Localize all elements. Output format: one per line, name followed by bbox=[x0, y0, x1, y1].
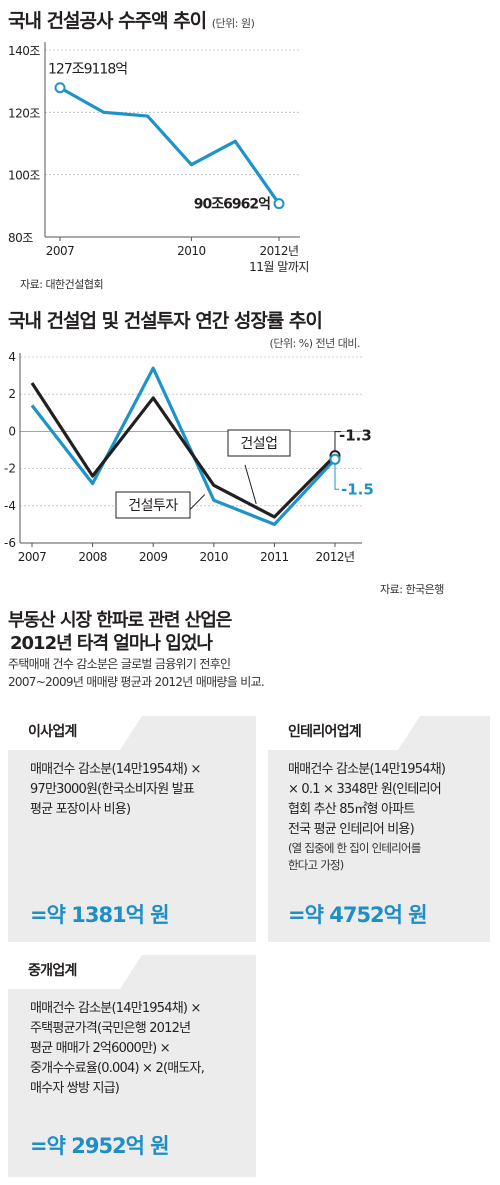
chart2-construction-leader bbox=[334, 431, 341, 452]
chart1-title: 국내 건설공사 수주액 추이 (단위: 원) bbox=[8, 6, 255, 33]
chart2-y-tick-label: 0 bbox=[8, 424, 16, 438]
card-title: 인테리어업계 bbox=[268, 716, 420, 750]
chart2-investment-line bbox=[30, 366, 337, 526]
chart2-y-tick-label: -4 bbox=[4, 499, 16, 513]
chart1-y-tick-label: 120조 bbox=[8, 106, 40, 120]
chart1-series-line bbox=[59, 86, 281, 205]
chart2-y-tick-label: 4 bbox=[8, 350, 16, 364]
card-result: =약 1381억 원 bbox=[30, 903, 170, 927]
chart2-x-tick-label: 2007 bbox=[18, 550, 47, 564]
card-line: 중개수수료율(0.004) × 2(매도자, bbox=[30, 1061, 205, 1076]
card-line: 평균 포장이사 비용) bbox=[30, 802, 131, 817]
chart2-x-tick-label: 2010 bbox=[200, 550, 229, 564]
chart1-y-tick-label: 100조 bbox=[8, 169, 40, 183]
card-line: 전국 평균 인테리어 비용) bbox=[288, 822, 415, 837]
chart2-title: 국내 건설업 및 건설투자 연간 성장률 추이 bbox=[8, 310, 323, 332]
chart2-investment-end-label: -1.5 bbox=[341, 480, 374, 498]
chart2-x-tick-label: 2011 bbox=[260, 550, 289, 564]
brokerage-industry-card: 중개업계 매매건수 감소분(14만1954채) × 주택평균가격(국민은행 20… bbox=[8, 955, 256, 1177]
section-header: 부동산 시장 한파로 관련 산업은 2012년 타격 얼마나 입었나 주택매매 … bbox=[8, 609, 265, 691]
card-note: (열 집중에 한 집이 인테리어를 bbox=[288, 841, 421, 855]
moving-industry-card: 이사업계 매매건수 감소분(14만1954채) × 97만3000원(한국소비자… bbox=[8, 716, 256, 942]
chart2-investment-label-box bbox=[115, 491, 191, 519]
chart1-y-tick-label: 80조 bbox=[8, 231, 33, 245]
card-title: 이사업계 bbox=[8, 716, 142, 750]
chart2-y-tick-label: -2 bbox=[4, 462, 16, 476]
chart1-x-tick-label: 2012년 bbox=[259, 244, 298, 258]
chart1-end-label: 90조6962억 bbox=[194, 197, 270, 213]
card-line: 협회 추산 85㎡형 아파트 bbox=[288, 802, 415, 817]
card-line: 매매건수 감소분(14만1954채) bbox=[288, 762, 446, 777]
chart1-x-tick-label: 2010 bbox=[177, 244, 206, 258]
card-body: 매매건수 감소분(14만1954채) × 주택평균가격(국민은행 2012년 평… bbox=[30, 999, 255, 1099]
chart2-construction-label-leader bbox=[244, 464, 257, 505]
card-line: 주택평균가격(국민은행 2012년 bbox=[30, 1021, 191, 1036]
chart2-x-tick-label: 2008 bbox=[78, 550, 107, 564]
card-line: 평균 매매가 2억6000만) × bbox=[30, 1041, 171, 1056]
card-result: =약 2952억 원 bbox=[30, 1134, 170, 1158]
chart2-y-tick-label: 2 bbox=[8, 387, 16, 401]
chart2-construction-end-label: -1.3 bbox=[339, 427, 372, 445]
interior-industry-card: 인테리어업계 매매건수 감소분(14만1954채) × 0.1 × 3348만 … bbox=[268, 716, 490, 942]
card-line: 매수자 쌍방 지급) bbox=[30, 1081, 120, 1096]
chart1-unit: (단위: 원) bbox=[211, 17, 255, 30]
chart1-start-label: 127조9118억 bbox=[48, 62, 127, 78]
card-line: × 0.1 × 3348만 원(인테리어 bbox=[288, 782, 442, 797]
chart1-y-tick-label: 140조 bbox=[8, 44, 40, 58]
chart1-x-tick-label: 2007 bbox=[46, 244, 75, 258]
card-note: 한다고 가정) bbox=[288, 858, 344, 872]
chart2-investment-label: 건설투자 bbox=[128, 498, 178, 514]
chart2-construction-label-box bbox=[227, 429, 291, 457]
chart2-construction-label: 건설업 bbox=[240, 436, 277, 452]
card-result: =약 4752억 원 bbox=[288, 903, 428, 927]
chart2-x-tick-label: 2009 bbox=[139, 550, 168, 564]
chart1-endpoint-marker bbox=[54, 82, 66, 94]
chart2-y-tick-label: -6 bbox=[4, 536, 16, 550]
section-subtitle-line1: 주택매매 건수 감소분은 글로벌 금융위기 전후인 bbox=[8, 657, 231, 671]
card-line: 매매건수 감소분(14만1954채) × bbox=[30, 762, 201, 777]
card-line: 매매건수 감소분(14만1954채) × bbox=[30, 1001, 201, 1016]
chart2-investment-leader bbox=[334, 463, 339, 490]
card-body: 매매건수 감소분(14만1954채) × 97만3000원(한국소비자원 발표 … bbox=[30, 760, 255, 820]
card-line: 97만3000원(한국소비자원 발표 bbox=[30, 782, 195, 797]
chart2-source: 자료: 한국은행 bbox=[380, 583, 444, 596]
chart2-x-tick-label: 2012년 bbox=[315, 550, 354, 564]
chart1-title-text: 국내 건설공사 수주액 추이 bbox=[8, 10, 207, 32]
chart2-investment-label-leader bbox=[189, 494, 206, 510]
chart2-construction-line bbox=[30, 382, 337, 519]
section-title-line1: 부동산 시장 한파로 관련 산업은 bbox=[8, 610, 232, 631]
chart1-x-note: 11월 말까지 bbox=[249, 260, 309, 274]
section-title-line2: 2012년 타격 얼마나 입었나 bbox=[10, 633, 213, 654]
card-body: 매매건수 감소분(14만1954채) × 0.1 × 3348만 원(인테리어 … bbox=[288, 760, 488, 874]
card-title: 중개업계 bbox=[8, 955, 142, 989]
chart1-svg: 140조 120조 100조 80조 2007 2010 2012년 127조9118억 9… bbox=[8, 42, 309, 274]
chart1-source: 자료: 대한건설협회 bbox=[20, 278, 104, 291]
section-subtitle-line2: 2007~2009년 매매량 평균과 2012년 매매량을 비교. bbox=[8, 675, 265, 689]
chart2-unit: (단위: %) 전년 대비. bbox=[269, 337, 361, 350]
chart2-investment-endpoint bbox=[329, 453, 341, 465]
chart1-endpoint-marker bbox=[273, 198, 285, 210]
